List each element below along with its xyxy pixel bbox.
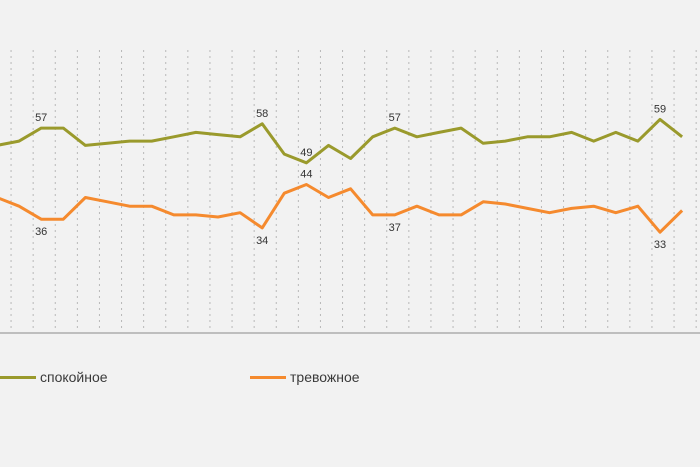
- legend-swatch-anxious: [250, 375, 286, 379]
- vertical-gridlines: [10, 50, 697, 332]
- data-label: 49: [300, 147, 312, 159]
- data-label: 37: [389, 222, 401, 234]
- data-label: 36: [35, 226, 47, 238]
- data-label: 44: [300, 168, 312, 180]
- data-label: 34: [256, 235, 268, 247]
- legend-swatch-calm: [0, 375, 36, 379]
- series-line-calm: [0, 117, 684, 165]
- data-label: 57: [389, 112, 401, 124]
- data-label: 33: [654, 239, 666, 251]
- legend-item-anxious: тревожное: [250, 365, 360, 389]
- legend-label-anxious: тревожное: [290, 369, 360, 385]
- series-lines: [0, 117, 684, 234]
- data-label: 59: [654, 103, 666, 115]
- data-label: 58: [256, 108, 268, 120]
- data-label: 57: [35, 112, 47, 124]
- series-line-anxious: [0, 183, 684, 234]
- data-labels: 57 58 49 57 59 36 34 44 37 33: [35, 103, 666, 251]
- legend-label-calm: спокойное: [40, 369, 108, 385]
- legend: спокойное тревожное: [0, 365, 700, 389]
- legend-item-calm: спокойное: [0, 365, 108, 389]
